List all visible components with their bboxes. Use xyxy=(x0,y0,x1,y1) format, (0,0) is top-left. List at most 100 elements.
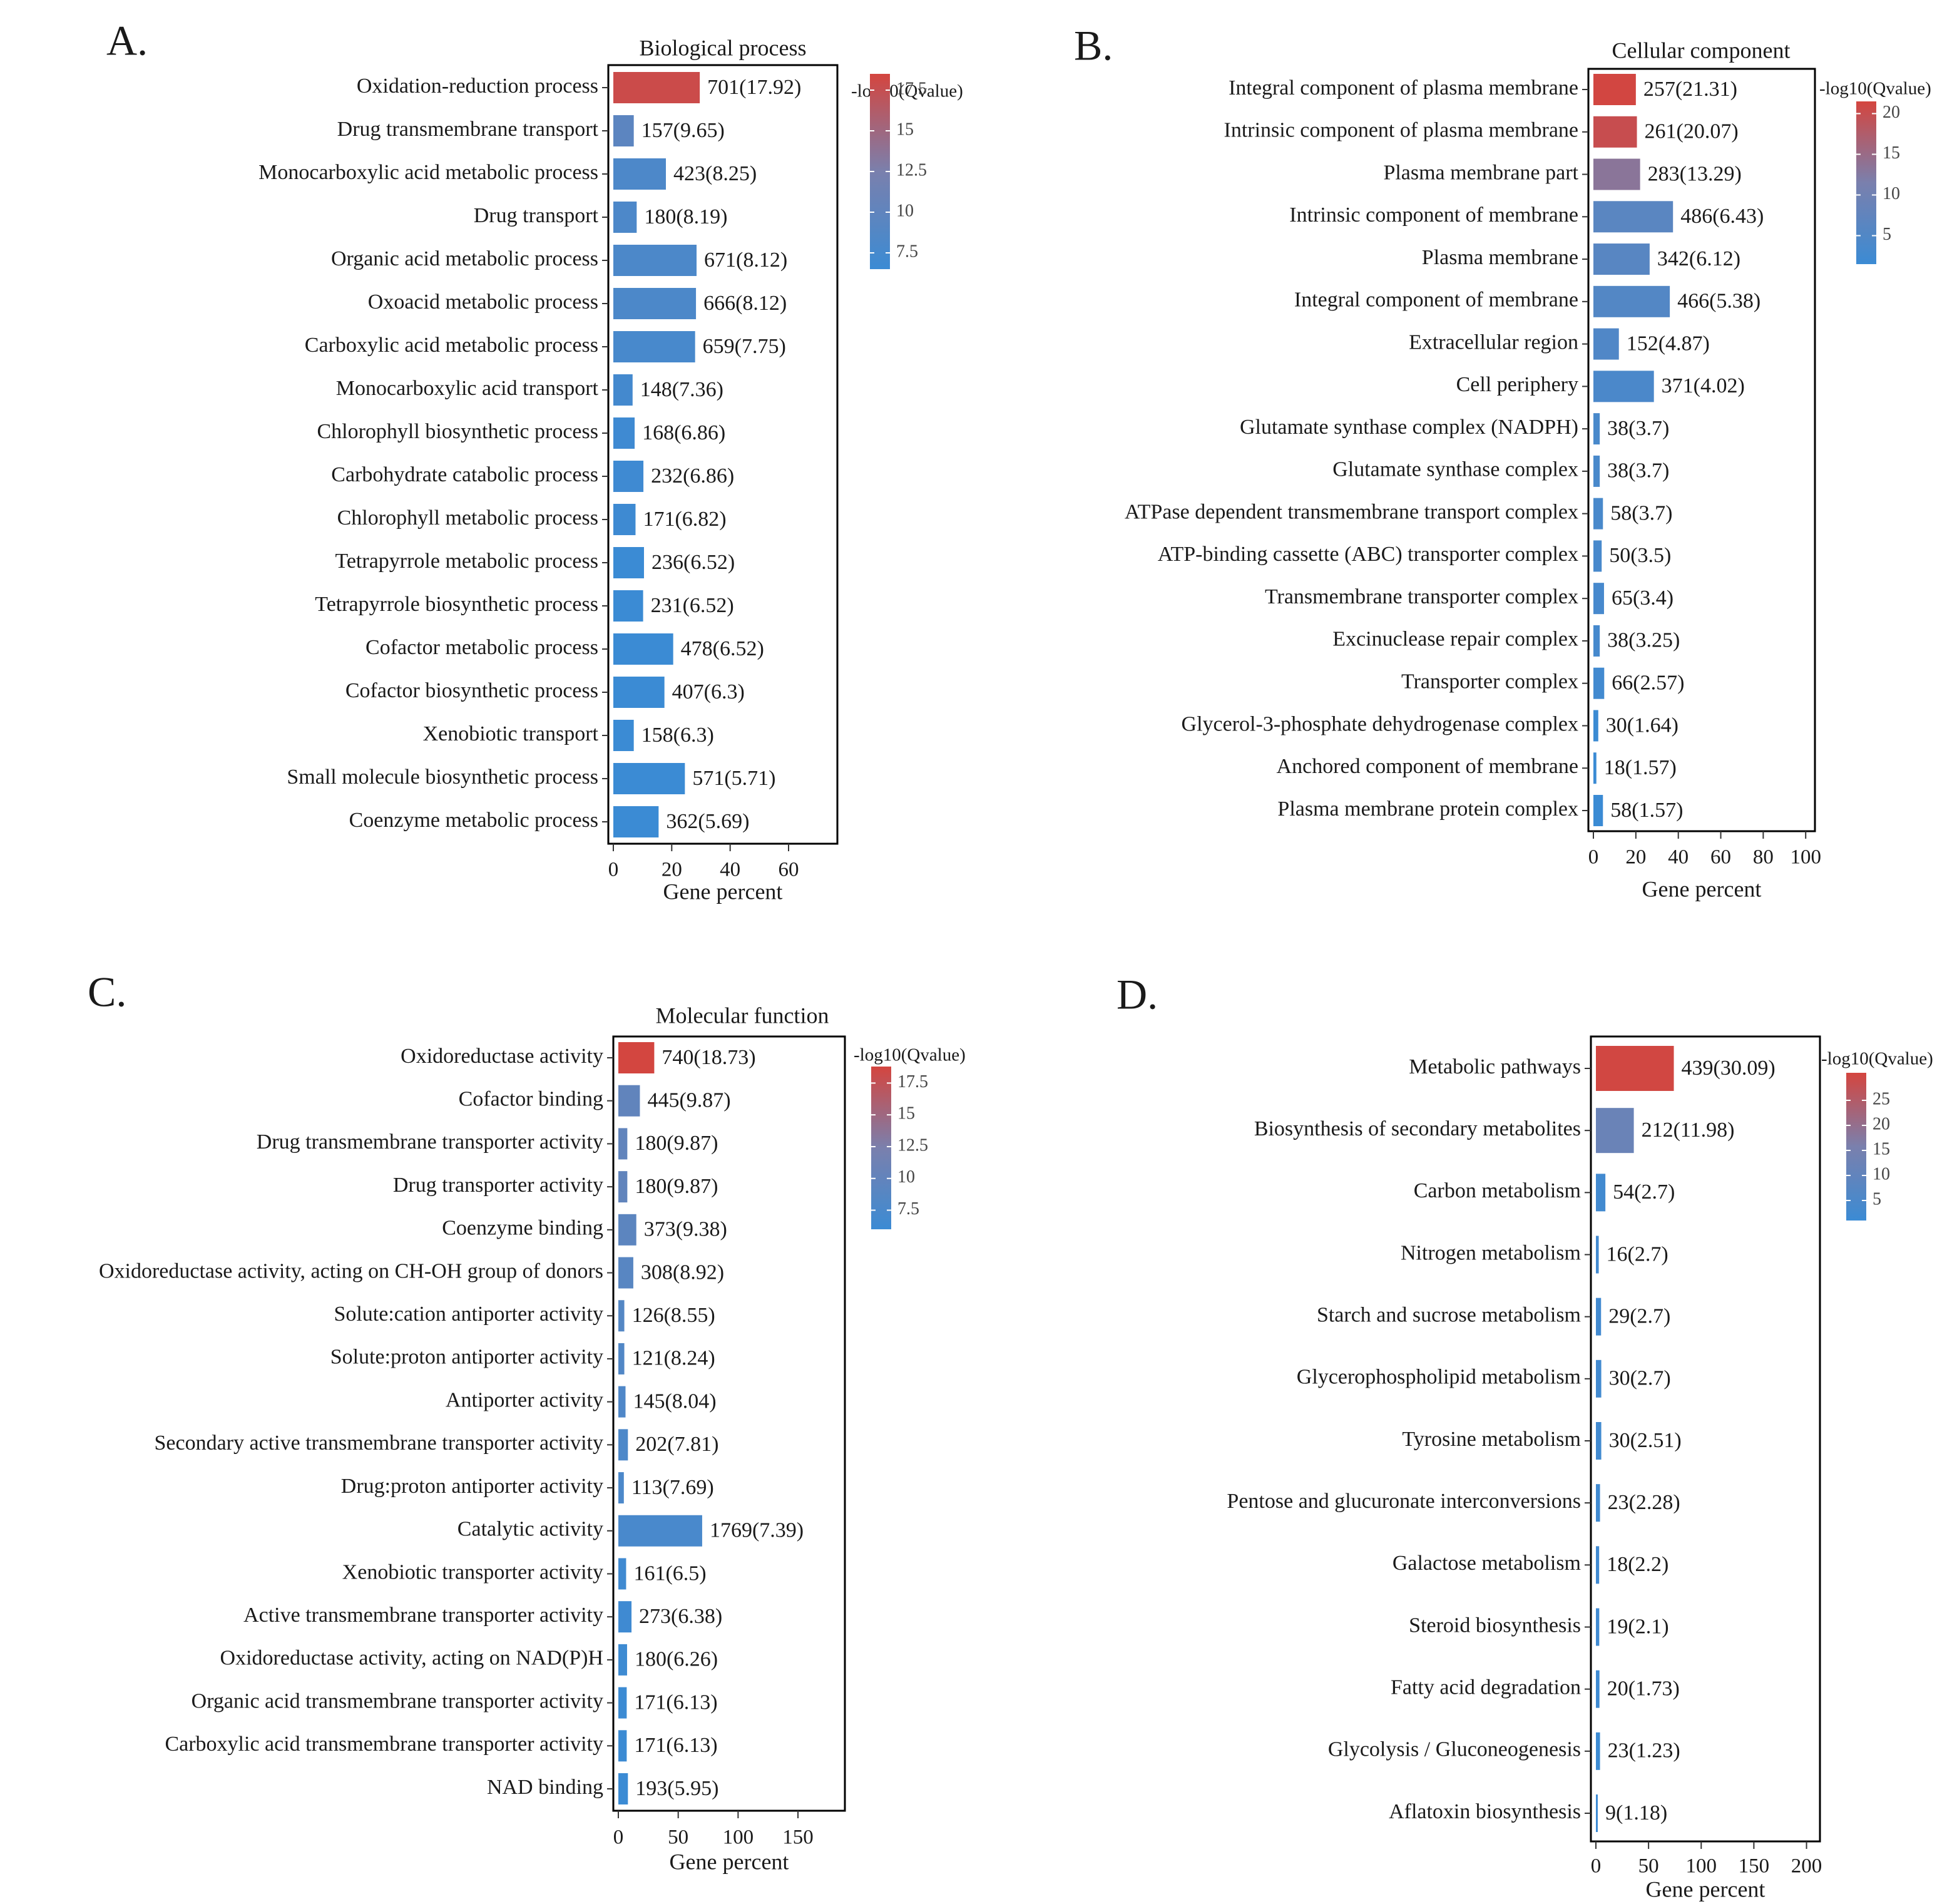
x-axis-label: Gene percent xyxy=(1646,1876,1765,1901)
bar xyxy=(613,374,633,406)
panel-a: A. Biological process Oxidation-reduction … xyxy=(106,17,963,904)
data-label: 126(8.55) xyxy=(632,1304,715,1327)
category-label: Pentose and glucuronate interconversions xyxy=(1227,1490,1581,1513)
x-tick-label: 20 xyxy=(1625,846,1646,869)
category-label: Plasma membrane protein complex xyxy=(1277,797,1578,821)
bar xyxy=(1593,413,1600,445)
colorbar xyxy=(1856,101,1876,264)
colorbar-tick-label: 5 xyxy=(1883,225,1891,244)
plot-frame xyxy=(607,64,839,845)
colorbar-tick-label: 15 xyxy=(897,1104,915,1123)
category-label: Monocarboxylic acid transport xyxy=(336,377,599,400)
bar xyxy=(618,1085,640,1117)
x-tick-label: 20 xyxy=(662,859,682,881)
x-tick-label: 50 xyxy=(668,1826,688,1849)
x-tick-label: 0 xyxy=(1591,1855,1602,1878)
data-label: 161(6.5) xyxy=(633,1562,706,1585)
bar xyxy=(613,763,685,794)
x-tick-label: 200 xyxy=(1791,1855,1822,1878)
category-label: Glutamate synthase complex (NADPH) xyxy=(1240,416,1578,439)
bar xyxy=(618,1558,626,1590)
bar xyxy=(618,1300,625,1332)
category-label: Coenzyme metabolic process xyxy=(349,809,598,832)
category-label: Oxidoreductase activity, acting on CH-OH… xyxy=(99,1259,603,1282)
bar xyxy=(1596,1732,1600,1770)
colorbar-tick-label: 17.5 xyxy=(896,79,927,98)
x-tick-label: 150 xyxy=(1739,1855,1770,1878)
bar xyxy=(1593,795,1603,826)
data-label: 439(30.09) xyxy=(1682,1057,1776,1080)
data-label: 16(2.7) xyxy=(1607,1242,1668,1266)
panel-label: B. xyxy=(1074,22,1113,69)
data-label: 202(7.81) xyxy=(635,1433,718,1456)
category-label: Carbohydrate catabolic process xyxy=(331,463,598,486)
data-label: 193(5.95) xyxy=(635,1777,718,1800)
data-label: 30(2.7) xyxy=(1609,1367,1671,1390)
bar xyxy=(1593,710,1598,742)
bar xyxy=(618,1257,633,1289)
category-label: Metabolic pathways xyxy=(1409,1055,1581,1078)
data-label: 231(6.52) xyxy=(651,594,734,617)
x-tick-label: 60 xyxy=(1710,846,1731,869)
category-label: Extracellular region xyxy=(1409,330,1578,354)
category-label: Fatty acid degradation xyxy=(1391,1676,1581,1699)
data-label: 38(3.7) xyxy=(1607,417,1669,440)
category-label: Solute:proton antiporter activity xyxy=(330,1346,603,1369)
x-axis-label: Gene percent xyxy=(663,879,783,904)
panel-label: C. xyxy=(88,968,126,1016)
data-label: 659(7.75) xyxy=(703,335,786,358)
category-label: Small molecule biosynthetic process xyxy=(287,765,598,789)
bar xyxy=(618,1472,624,1504)
category-label: Drug transport xyxy=(474,204,599,227)
bar xyxy=(618,1515,702,1547)
data-label: 38(3.7) xyxy=(1607,459,1669,483)
bar xyxy=(1593,583,1604,615)
data-label: 38(3.25) xyxy=(1607,629,1680,652)
x-tick-label: 150 xyxy=(782,1826,814,1849)
bar xyxy=(618,1644,627,1676)
bar xyxy=(1593,455,1600,487)
data-label: 571(5.71) xyxy=(692,767,775,790)
data-label: 145(8.04) xyxy=(633,1390,716,1413)
colorbar-tick-label: 5 xyxy=(1873,1189,1881,1209)
bar xyxy=(1593,158,1640,190)
data-label: 701(17.92) xyxy=(707,76,801,99)
category-label: Carboxylic acid transmembrane transporte… xyxy=(165,1733,603,1756)
data-label: 180(9.87) xyxy=(635,1132,718,1155)
bar xyxy=(613,504,636,535)
data-label: 148(7.36) xyxy=(640,378,723,401)
category-label: Chlorophyll biosynthetic process xyxy=(317,420,598,443)
category-label: ATP-binding cassette (ABC) transporter c… xyxy=(1158,543,1578,566)
data-label: 18(1.57) xyxy=(1604,756,1677,779)
plot-frame xyxy=(612,1035,846,1812)
category-label: Xenobiotic transport xyxy=(423,722,599,745)
category-label: Aflatoxin biosynthesis xyxy=(1389,1800,1581,1823)
bar xyxy=(613,417,635,449)
data-label: 308(8.92) xyxy=(641,1261,724,1284)
bar xyxy=(618,1773,628,1804)
x-axis-label: Gene percent xyxy=(1642,876,1762,901)
category-label: Tetrapyrrole metabolic process xyxy=(335,550,598,573)
bar xyxy=(618,1730,627,1762)
category-label: Oxoacid metabolic process xyxy=(368,290,598,314)
data-label: 58(3.7) xyxy=(1610,501,1672,525)
x-tick-label: 100 xyxy=(723,1826,754,1849)
bar xyxy=(613,677,665,708)
colorbar-tick-label: 17.5 xyxy=(897,1072,928,1092)
category-label: Intrinsic component of membrane xyxy=(1289,203,1578,227)
data-label: 171(6.13) xyxy=(634,1734,717,1757)
colorbar-tick-label: 10 xyxy=(1883,184,1900,203)
bar xyxy=(613,331,695,362)
plot-frame xyxy=(1587,68,1816,832)
colorbar-tick-label: 10 xyxy=(896,201,914,220)
chart-title: Molecular function xyxy=(656,1003,829,1028)
category-label: Drug transmembrane transport xyxy=(337,118,599,141)
bar xyxy=(618,1171,628,1203)
bar xyxy=(1593,667,1605,699)
data-label: 65(3.4) xyxy=(1612,586,1674,610)
data-label: 666(8.12) xyxy=(703,292,787,315)
category-label: Integral component of plasma membrane xyxy=(1229,76,1578,100)
x-axis-label: Gene percent xyxy=(670,1849,789,1874)
colorbar-tick-label: 20 xyxy=(1873,1114,1890,1134)
bar xyxy=(1596,1297,1602,1336)
